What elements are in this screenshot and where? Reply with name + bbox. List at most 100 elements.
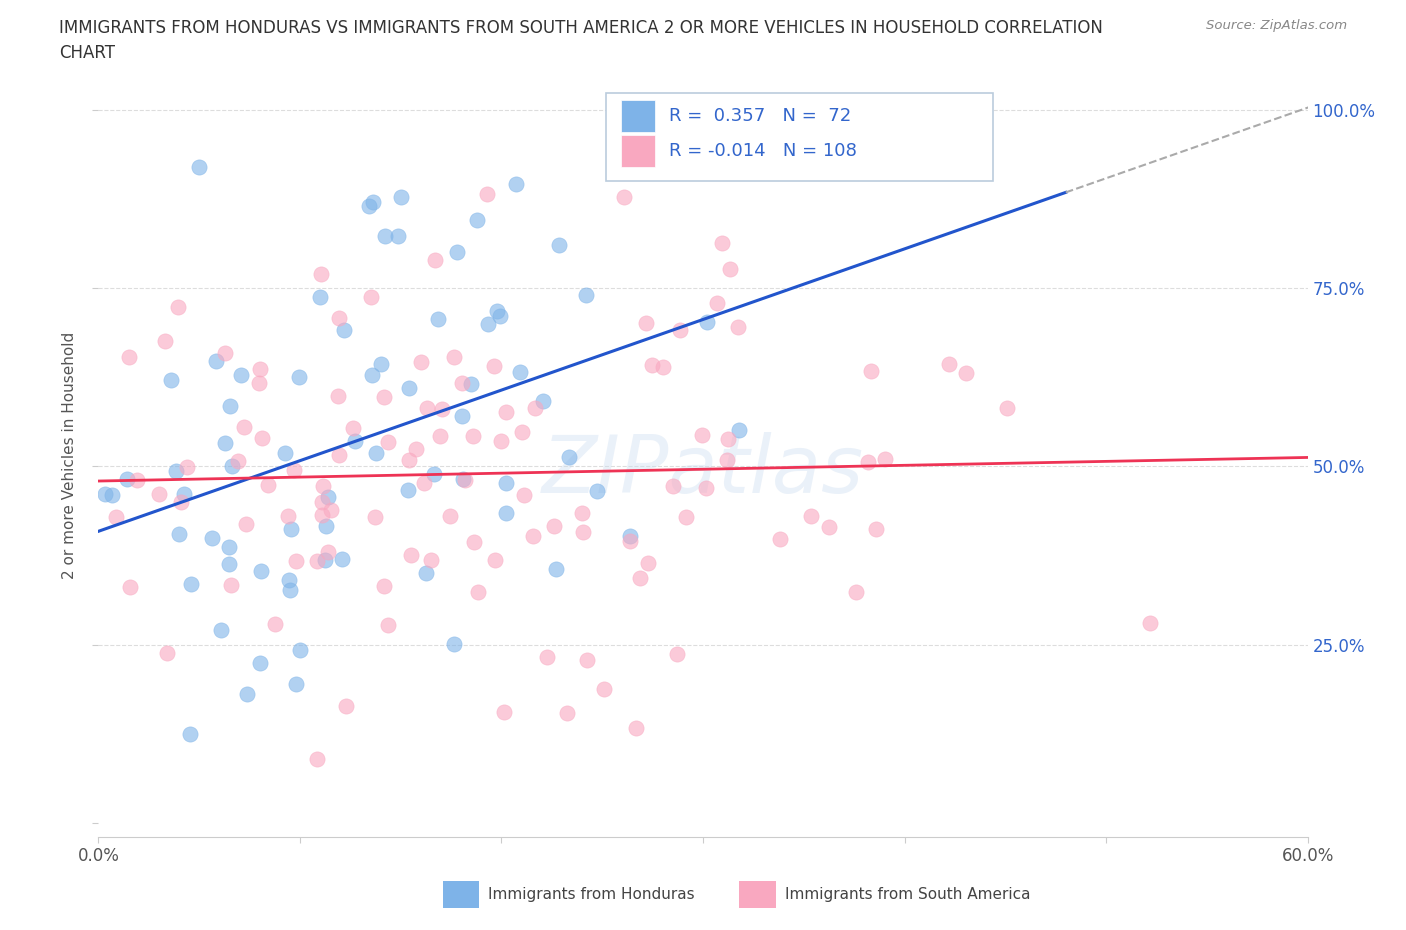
Point [419,552,441,567]
Point [432,401,454,416]
Point [115,472,138,486]
Point [460,377,482,392]
Point [231,367,253,382]
Point [505,177,527,192]
Point [465,213,488,228]
Point [373,578,395,593]
Text: IMMIGRANTS FROM HONDURAS VS IMMIGRANTS FROM SOUTH AMERICA 2 OR MORE VEHICLES IN : IMMIGRANTS FROM HONDURAS VS IMMIGRANTS F… [59,19,1102,36]
Point [695,481,717,496]
Point [955,365,977,380]
Point [619,529,641,544]
Point [214,435,236,450]
Text: R =  0.357   N =  72: R = 0.357 N = 72 [669,107,852,125]
Point [593,682,616,697]
Point [727,320,749,335]
Point [256,477,278,492]
Point [524,400,547,415]
Point [311,495,333,510]
Point [651,360,673,375]
Point [475,186,498,201]
Point [247,376,270,391]
Point [148,486,170,501]
Point [284,554,307,569]
Point [398,452,420,467]
Point [938,356,960,371]
Point [167,527,190,542]
Point [205,353,228,368]
Point [484,359,506,374]
Y-axis label: 2 or more Vehicles in Household: 2 or more Vehicles in Household [62,332,77,579]
Point [170,495,193,510]
Bar [443,882,479,908]
Point [450,376,472,391]
Point [176,460,198,475]
Point [641,357,664,372]
Point [264,617,287,631]
Point [396,483,419,498]
Point [377,435,399,450]
Point [510,424,533,439]
Point [543,518,565,533]
Point [360,290,382,305]
Point [522,528,544,543]
Point [387,229,409,244]
Point [180,577,202,591]
Point [155,333,177,348]
Point [280,522,302,537]
Text: Source: ZipAtlas.com: Source: ZipAtlas.com [1206,19,1347,32]
Point [531,393,554,408]
Point [219,578,242,592]
Point [278,573,301,588]
Point [361,368,384,383]
Point [343,434,366,449]
Point [94,486,117,501]
Point [495,475,517,490]
Point [165,464,187,479]
Text: CHART: CHART [59,44,115,61]
Point [575,287,598,302]
Point [486,303,509,318]
Point [800,509,823,524]
Point [422,467,444,482]
Point [335,698,357,713]
Point [536,649,558,664]
Point [328,311,350,325]
Point [995,401,1018,416]
Text: R = -0.014   N = 108: R = -0.014 N = 108 [669,142,858,160]
Point [309,267,332,282]
Point [484,552,506,567]
Point [401,547,423,562]
Point [311,507,333,522]
Point [696,314,718,329]
Point [364,510,387,525]
Point [415,565,437,580]
Point [309,290,332,305]
Point [373,390,395,405]
Point [768,532,790,547]
Point [314,552,336,567]
Point [865,522,887,537]
Point [221,459,243,474]
Point [467,584,489,599]
Point [305,751,328,766]
Point [548,237,571,252]
Bar [621,136,655,167]
Point [118,350,141,365]
Bar [621,100,655,131]
Point [377,618,399,632]
Point [634,315,657,330]
Point [328,447,350,462]
Point [661,479,683,494]
Point [127,472,149,487]
Point [101,488,124,503]
Point [389,190,412,205]
Point [624,720,647,735]
Point [453,472,475,486]
Point [873,451,896,466]
Point [278,582,301,597]
Point [218,557,240,572]
Point [555,705,578,720]
Point [451,408,474,423]
Point [716,432,738,446]
Point [628,570,651,585]
